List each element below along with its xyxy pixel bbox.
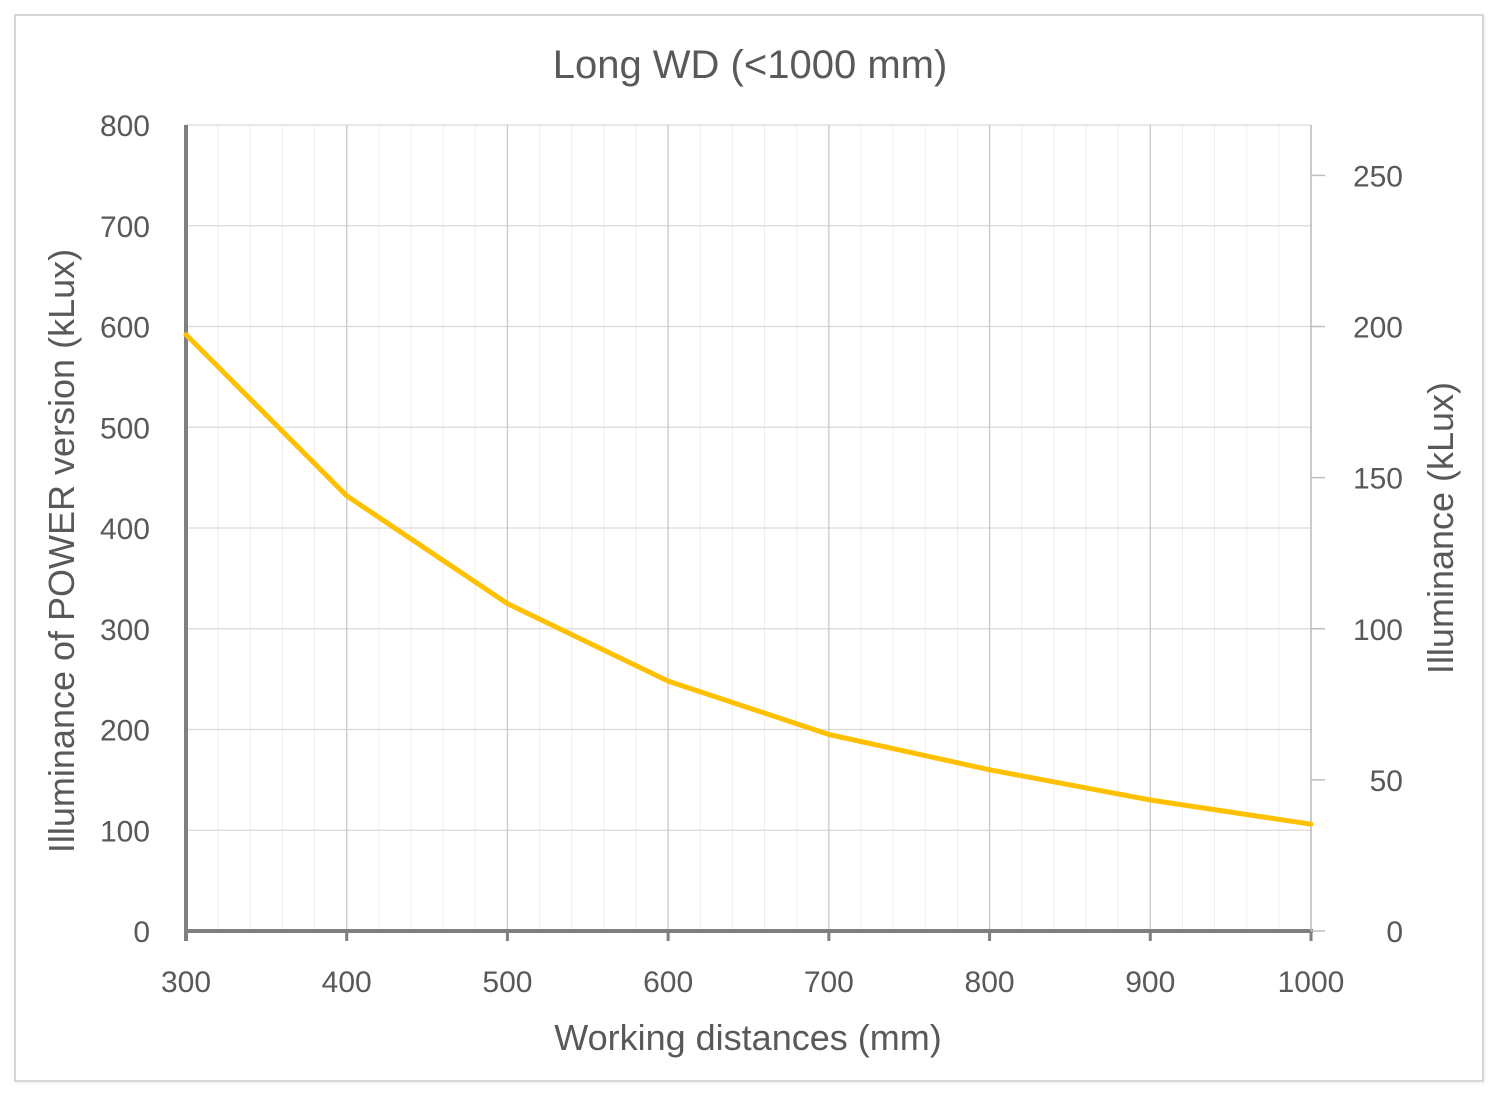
chart-title: Long WD (<1000 mm) [553,43,948,87]
axes [184,125,1325,941]
x-tick-label: 600 [643,966,693,999]
major-gridlines [185,124,1312,932]
chart-frame [14,14,1484,1082]
tick-labels: 300 400 500 600 700 800 900 1000010020030040050… [100,110,1403,999]
y-tick-label: 400 [100,513,150,546]
y-tick-label: 0 [133,916,150,949]
y2-tick-label: 200 [1353,312,1403,345]
x-tick-label: 900 [1125,966,1175,999]
y2-tick-label: 0 [1386,916,1403,949]
x-tick-label: 300 [161,966,211,999]
x-tick-label: 400 [322,966,372,999]
y-axis-label: Illuminance of POWER version (kLux) [41,249,82,853]
y2-tick-label: 100 [1353,614,1403,647]
x-axis-label: Working distances (mm) [554,1017,941,1058]
y-tick-label: 200 [100,715,150,748]
x-tick-label: 500 [482,966,532,999]
y-tick-label: 800 [100,110,150,143]
x-tick-label: 700 [804,966,854,999]
x-tick-label: 1000 [1278,966,1345,999]
y-tick-label: 100 [100,815,150,848]
y-tick-label: 700 [100,211,150,244]
y2-tick-label: 50 [1370,765,1403,798]
illuminance-series-line [183,332,1314,827]
x-tick-label: 800 [965,966,1015,999]
y-tick-label: 500 [100,412,150,445]
y-tick-label: 300 [100,614,150,647]
y2-tick-label: 250 [1353,160,1403,193]
y-tick-label: 600 [100,312,150,345]
series-group [183,332,1314,827]
y2-tick-label: 150 [1353,463,1403,496]
y2-axis-label: Illuminance (kLux) [1420,382,1461,674]
